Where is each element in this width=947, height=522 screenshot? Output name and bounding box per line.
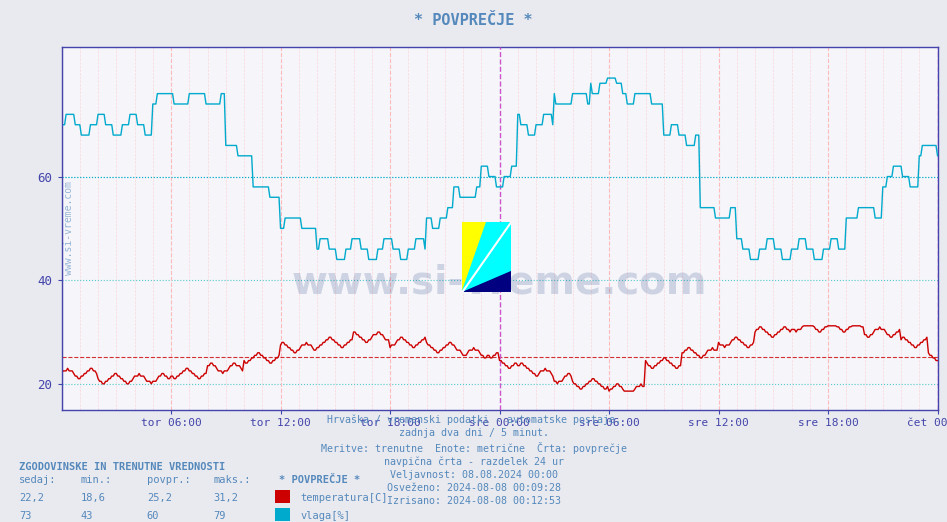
Text: www.si-vreme.com: www.si-vreme.com: [63, 181, 74, 276]
Text: 60: 60: [147, 512, 159, 521]
Text: vlaga[%]: vlaga[%]: [300, 512, 350, 521]
Text: povpr.:: povpr.:: [147, 475, 190, 485]
Text: 18,6: 18,6: [80, 493, 105, 503]
Polygon shape: [462, 271, 511, 292]
Text: 22,2: 22,2: [19, 493, 44, 503]
Polygon shape: [462, 222, 487, 292]
Text: 31,2: 31,2: [213, 493, 238, 503]
Text: www.si-vreme.com: www.si-vreme.com: [292, 264, 707, 302]
Text: 43: 43: [80, 512, 93, 521]
Text: min.:: min.:: [80, 475, 112, 485]
Text: Hrvaška / vremenski podatki - avtomatske postaje.
zadnja dva dni / 5 minut.
Meri: Hrvaška / vremenski podatki - avtomatske…: [320, 415, 627, 506]
Text: ZGODOVINSKE IN TRENUTNE VREDNOSTI: ZGODOVINSKE IN TRENUTNE VREDNOSTI: [19, 462, 225, 472]
Text: * POVPREČJE *: * POVPREČJE *: [279, 475, 361, 485]
Text: 79: 79: [213, 512, 225, 521]
Polygon shape: [462, 222, 511, 292]
Text: 73: 73: [19, 512, 31, 521]
Text: 25,2: 25,2: [147, 493, 171, 503]
Text: temperatura[C]: temperatura[C]: [300, 493, 387, 503]
Text: * POVPREČJE *: * POVPREČJE *: [414, 13, 533, 28]
Text: sedaj:: sedaj:: [19, 475, 57, 485]
Text: maks.:: maks.:: [213, 475, 251, 485]
